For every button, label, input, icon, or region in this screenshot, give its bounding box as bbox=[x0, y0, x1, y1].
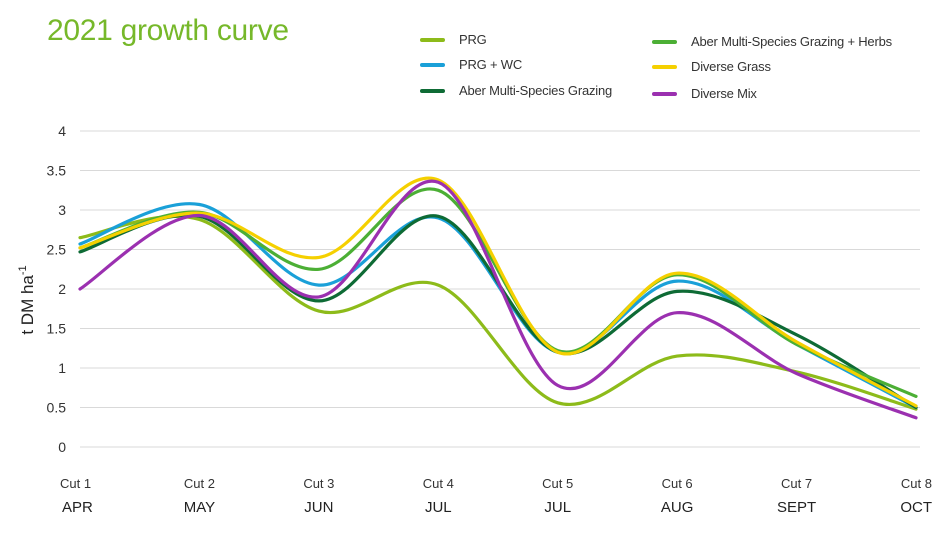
x-tick-label-month: AUG bbox=[661, 499, 694, 516]
legend-item-aber: Aber Multi-Species Grazing bbox=[420, 83, 612, 98]
y-axis-label-text: t DM ha bbox=[18, 275, 37, 335]
legend-label: PRG bbox=[459, 32, 487, 47]
y-tick-label: 3 bbox=[58, 202, 66, 218]
y-tick-label: 0.5 bbox=[47, 400, 67, 416]
series-lines bbox=[78, 176, 918, 420]
y-axis-label: t DM ha-1 bbox=[17, 265, 37, 334]
x-tick-label-cut: Cut 2 bbox=[184, 476, 215, 491]
legend-label: PRG + WC bbox=[459, 57, 523, 72]
y-axis-label-superscript: -1 bbox=[17, 265, 29, 275]
y-tick-labels: 0 0.5 1 1.5 2 2.5 3 3.5 4 bbox=[47, 123, 67, 455]
legend-swatch bbox=[420, 37, 445, 42]
y-tick-label: 4 bbox=[58, 123, 66, 139]
legend-swatch bbox=[652, 39, 677, 44]
x-tick-label-month: APR bbox=[62, 499, 93, 516]
series-line-diverse-mix bbox=[78, 179, 918, 420]
y-tick-label: 1.5 bbox=[47, 321, 67, 337]
y-tick-label: 2.5 bbox=[47, 242, 67, 258]
x-tick-label-month: JUN bbox=[304, 499, 333, 516]
legend-item-diverse-mix: Diverse Mix bbox=[652, 86, 757, 101]
legend-swatch bbox=[652, 91, 677, 96]
series-line-aber-multi-species-grazing-herbs bbox=[78, 187, 918, 398]
y-tick-label: 1 bbox=[58, 360, 66, 376]
y-tick-label: 2 bbox=[58, 281, 66, 297]
x-tick-label-cut: Cut 3 bbox=[303, 476, 334, 491]
x-tick-label-cut: Cut 5 bbox=[542, 476, 573, 491]
x-tick-label-cut: Cut 6 bbox=[662, 476, 693, 491]
legend-swatch bbox=[420, 62, 445, 67]
x-tick-label-cut: Cut 4 bbox=[423, 476, 454, 491]
x-tick-label-cut: Cut 7 bbox=[781, 476, 812, 491]
gridlines bbox=[80, 130, 920, 448]
legend-label: Diverse Mix bbox=[691, 86, 757, 101]
legend-item-prg: PRG bbox=[420, 32, 487, 47]
legend-label: Aber Multi-Species Grazing + Herbs bbox=[691, 34, 892, 49]
y-tick-label: 0 bbox=[58, 439, 66, 455]
x-tick-label-month: JUL bbox=[544, 499, 571, 516]
legend-item-aber-herbs: Aber Multi-Species Grazing + Herbs bbox=[652, 34, 892, 49]
x-tick-label-cut: Cut 1 bbox=[60, 476, 91, 491]
legend-item-diverse-grass: Diverse Grass bbox=[652, 59, 771, 74]
x-tick-label-cut: Cut 8 bbox=[901, 476, 932, 491]
x-tick-label-month: JUL bbox=[425, 499, 452, 516]
x-tick-label-month: OCT bbox=[900, 499, 932, 516]
series-line-prg-wc bbox=[78, 202, 918, 410]
x-tick-label-month: MAY bbox=[184, 499, 215, 516]
series-line-prg bbox=[78, 214, 918, 411]
legend-swatch bbox=[420, 88, 445, 93]
legend-label: Aber Multi-Species Grazing bbox=[459, 83, 613, 98]
x-tick-labels: Cut 1 APR Cut 2 MAY Cut 3 JUN Cut 4 JUL Cut 5 JUL… bbox=[60, 476, 932, 516]
series-line-aber-multi-species-grazing bbox=[78, 213, 918, 410]
chart-title: 2021 growth curve bbox=[47, 14, 289, 47]
legend-item-prg-wc: PRG + WC bbox=[420, 57, 522, 72]
series-line-diverse-grass bbox=[78, 176, 918, 408]
legend-swatch bbox=[652, 64, 677, 69]
x-tick-label-month: SEPT bbox=[777, 499, 816, 516]
legend-label: Diverse Grass bbox=[691, 59, 771, 74]
y-tick-label: 3.5 bbox=[47, 163, 67, 179]
